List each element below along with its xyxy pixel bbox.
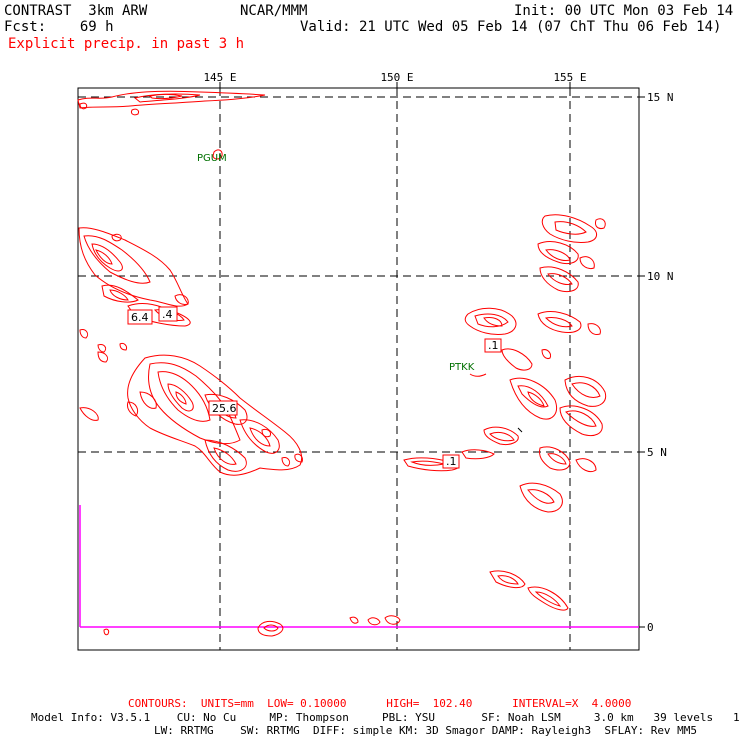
contour-label-0-1-south: .1 [446,455,457,468]
frame-ticks [219,82,645,628]
station-ptkk: PTKK [449,362,475,373]
init-time: Init: 00 UTC Mon 03 Feb 14 [514,3,734,19]
precip-contours [77,90,607,637]
forecast-hour: Fcst: 69 h [4,19,114,35]
valid-time: Valid: 21 UTC Wed 05 Feb 14 (07 ChT Thu … [300,19,722,35]
map-frame [77,87,640,651]
lon-label-150e: 150 E [380,71,413,84]
contour-label-6-4: 6.4 [131,311,149,324]
lat-label-15n: 15 N [647,91,674,104]
ptkk-contour [469,373,487,377]
lat-label-5n: 5 N [647,446,667,459]
contour-label-25-6: 25.6 [212,402,237,415]
model-info-line-2: LW: RRTMG SW: RRTMG DIFF: simple KM: 3D … [154,724,698,737]
lat-label-10n: 10 N [647,270,674,283]
domain-boundary [79,505,639,628]
contour-value-labels: 6.4 .4 .1 25.6 .1 [127,306,502,469]
contour-label-0-4: .4 [162,308,173,321]
lon-label-155e: 155 E [553,71,586,84]
lon-label-145e: 145 E [203,71,236,84]
model-info-line-1: Model Info: V3.5.1 CU: No Cu MP: Thompso… [31,711,740,724]
contour-info: CONTOURS: UNITS=mm LOW= 0.10000 HIGH= 10… [128,697,632,710]
field-title: Explicit precip. in past 3 h [8,36,245,52]
contour-label-0-1-east: .1 [488,339,499,352]
model-title: CONTRAST 3km ARW [4,3,148,19]
island-mark [517,427,523,433]
lat-label-0: 0 [647,621,654,634]
station-pgum: PGUM [197,153,227,164]
lat-lon-grid [78,88,639,650]
org-label: NCAR/MMM [240,3,308,19]
